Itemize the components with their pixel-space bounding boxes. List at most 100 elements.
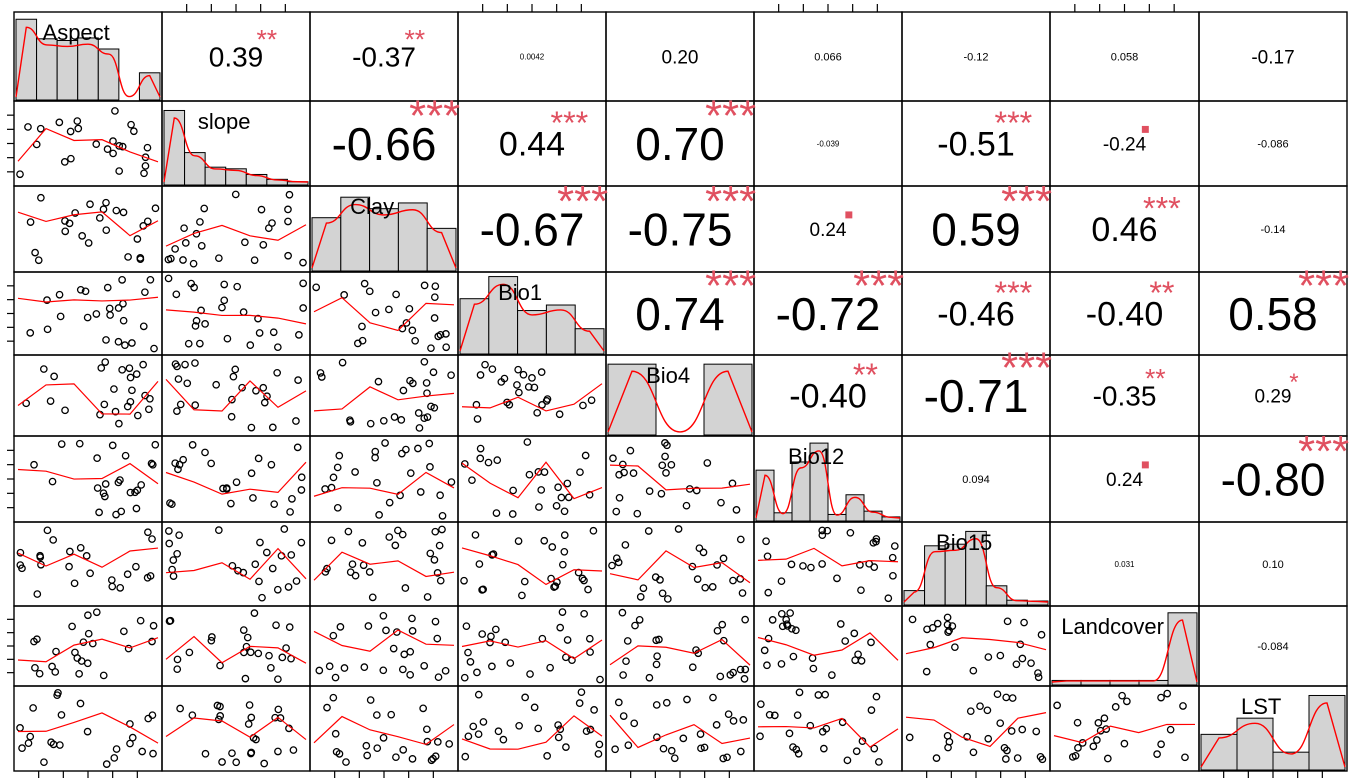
scatter-point <box>996 651 1005 660</box>
scatter-point <box>1120 739 1129 748</box>
histogram-bar <box>965 530 987 606</box>
scatter-point <box>139 360 148 369</box>
scatter-point <box>327 536 336 545</box>
scatter-point <box>808 654 817 662</box>
scatter-point <box>40 758 48 767</box>
scatter-point <box>287 551 296 559</box>
scatter-point <box>254 649 263 658</box>
smooth-line <box>17 712 159 744</box>
scatter-point <box>131 488 139 497</box>
scatter-point <box>526 670 534 678</box>
smooth-line <box>165 547 307 581</box>
scatter-point <box>738 589 747 597</box>
scatter-point <box>528 374 536 382</box>
scatter-point <box>88 639 97 648</box>
scatter-point <box>818 531 827 540</box>
scatter-point <box>124 253 132 261</box>
scatter-point <box>557 493 566 502</box>
scatter-point <box>250 256 259 265</box>
panel-frame <box>13 354 163 437</box>
scatter-point <box>312 283 321 292</box>
smooth-line <box>461 547 603 586</box>
scatter-point <box>26 218 35 226</box>
scatter-point <box>558 608 567 616</box>
variable-label: LST <box>1241 694 1281 719</box>
scatter-point <box>358 322 366 331</box>
scatter-point <box>295 331 303 339</box>
scatter-point <box>854 650 862 659</box>
histogram-bar <box>1200 733 1238 771</box>
scatter-point <box>693 575 702 583</box>
scatter-point <box>360 663 369 671</box>
scatter-point <box>1018 654 1027 663</box>
scatter-point <box>695 544 704 553</box>
scatter-point <box>26 732 35 741</box>
scatter-point <box>662 469 670 477</box>
scatter-point <box>267 460 276 469</box>
scatter-point <box>273 585 282 594</box>
correlation-value: 0.46 <box>1091 211 1157 249</box>
scatter-point <box>201 320 209 328</box>
smooth-line <box>17 637 159 663</box>
scatter-point <box>540 468 549 476</box>
scatter-point <box>692 486 701 495</box>
scatter-point <box>132 504 141 513</box>
scatter-point <box>741 665 750 674</box>
scatter-point <box>537 486 546 494</box>
scatter-point <box>615 493 624 502</box>
scatter-point <box>579 401 587 410</box>
scatter-point <box>128 386 136 395</box>
scatter-point <box>66 547 74 556</box>
scatter-point <box>323 703 331 712</box>
scatter-point <box>174 465 182 474</box>
scatter-point <box>179 455 188 464</box>
smooth-line <box>165 309 307 325</box>
scatter-point <box>951 643 959 652</box>
scatter-point <box>580 576 588 585</box>
smooth-line <box>609 638 751 666</box>
scatter-point <box>216 712 225 720</box>
smooth-line <box>461 715 603 750</box>
scatter-point <box>833 574 841 583</box>
scatter-point <box>888 553 897 562</box>
scatter-point <box>216 661 224 670</box>
panel-frame <box>605 521 755 607</box>
scatter-point <box>843 756 852 765</box>
scatter-point <box>408 627 417 635</box>
scatter-point <box>806 721 815 730</box>
scatter-point <box>176 704 184 713</box>
scatter-point <box>144 405 153 414</box>
scatter-point <box>426 549 435 558</box>
scatter-point <box>123 402 132 411</box>
scatter-point <box>103 145 112 154</box>
scatter-point <box>329 631 338 640</box>
scatter-point <box>82 552 91 560</box>
scatter-point <box>858 737 867 746</box>
scatter-point <box>165 617 174 626</box>
scatter-point <box>535 503 543 511</box>
scatter-point <box>389 644 398 653</box>
scatter-point <box>908 615 917 624</box>
scatter-point <box>29 704 37 712</box>
scatter-point <box>1100 714 1109 723</box>
scatter-point <box>1073 718 1082 727</box>
variable-label: Aspect <box>43 20 110 45</box>
scatter-point <box>118 142 127 151</box>
scatter-point <box>166 499 174 507</box>
scatter-point <box>818 526 827 535</box>
smooth-line <box>609 714 751 749</box>
scatter-point <box>521 693 529 702</box>
scatter-point <box>782 615 791 624</box>
scatter-point <box>78 232 87 240</box>
histogram-bar <box>545 304 576 355</box>
scatter-point <box>127 120 135 129</box>
scatter-point <box>430 555 439 564</box>
smooth-line <box>313 551 455 581</box>
scatter-point <box>479 718 488 726</box>
histogram-bar <box>607 363 657 436</box>
scatter-point <box>241 674 250 683</box>
scatter-point <box>374 377 383 386</box>
scatter-point <box>269 328 278 337</box>
scatter-point <box>75 439 84 448</box>
scatter-point <box>335 451 344 460</box>
